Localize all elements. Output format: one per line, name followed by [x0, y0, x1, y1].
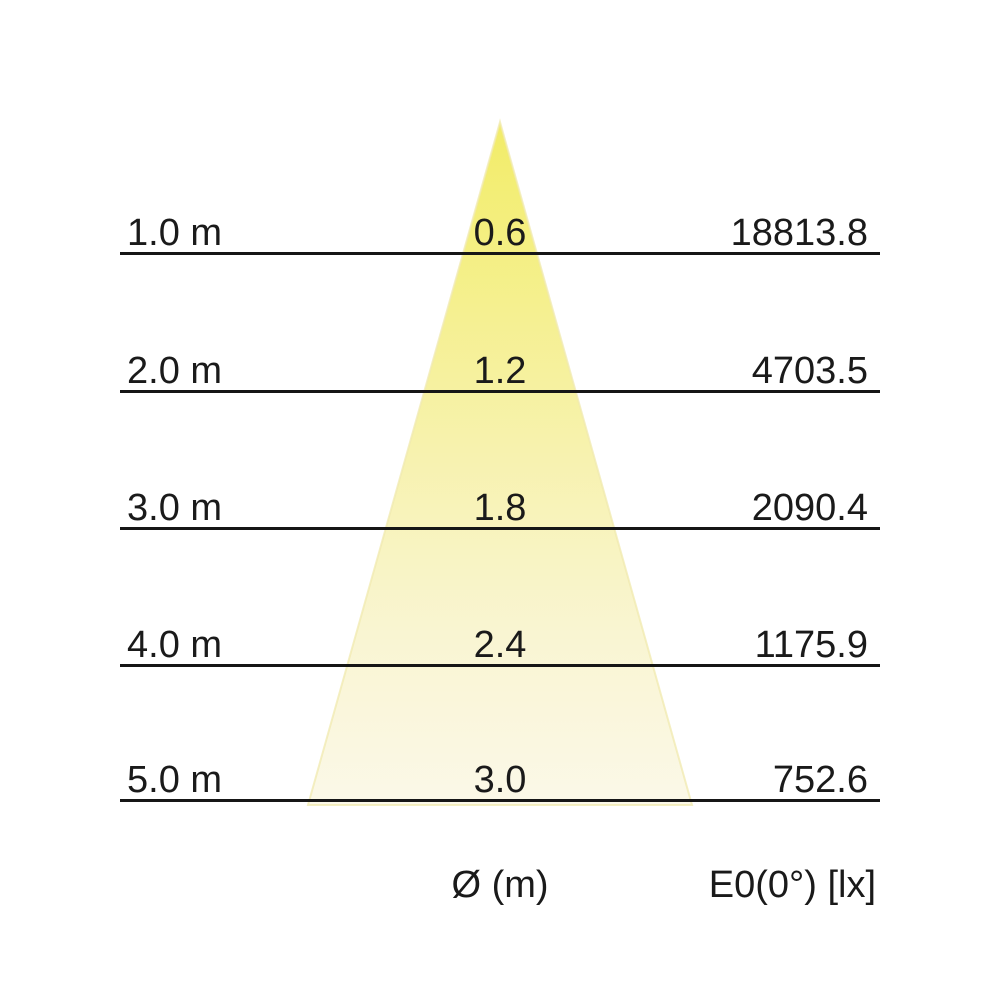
distance-line [120, 664, 880, 667]
column-headers: Ø (m) E0(0°) [lx] [120, 866, 880, 906]
distance-line [120, 527, 880, 530]
light-cone-shape [306, 118, 694, 806]
illuminance-value: 4703.5 [751, 350, 868, 392]
diameter-column-label: Ø (m) [451, 864, 549, 906]
distance-label: 5.0 m [127, 759, 223, 801]
illuminance-value: 1175.9 [754, 624, 868, 666]
distance-line [120, 252, 880, 255]
beam-diameter-value: 1.2 [473, 350, 527, 392]
distance-line [120, 390, 880, 393]
beam-diameter-value: 0.6 [473, 212, 527, 254]
distance-label: 4.0 m [127, 624, 223, 666]
table-row-5m: 5.0 m 3.0 752.6 [120, 749, 880, 802]
distance-label: 2.0 m [127, 350, 223, 392]
table-row-3m: 3.0 m 1.8 2090.4 [120, 477, 880, 530]
distance-line [120, 799, 880, 802]
table-row-1m: 1.0 m 0.6 18813.8 [120, 202, 880, 255]
distance-label: 3.0 m [127, 487, 223, 529]
illuminance-column-label: E0(0°) [lx] [708, 864, 876, 906]
illuminance-value: 2090.4 [751, 487, 868, 529]
illuminance-value: 752.6 [772, 759, 868, 801]
distance-label: 1.0 m [127, 212, 223, 254]
table-row-4m: 4.0 m 2.4 1175.9 [120, 614, 880, 667]
illuminance-value: 18813.8 [730, 212, 868, 254]
table-row-2m: 2.0 m 1.2 4703.5 [120, 340, 880, 393]
beam-diameter-value: 3.0 [473, 759, 527, 801]
beam-diameter-value: 1.8 [473, 487, 527, 529]
beam-diameter-value: 2.4 [473, 624, 527, 666]
